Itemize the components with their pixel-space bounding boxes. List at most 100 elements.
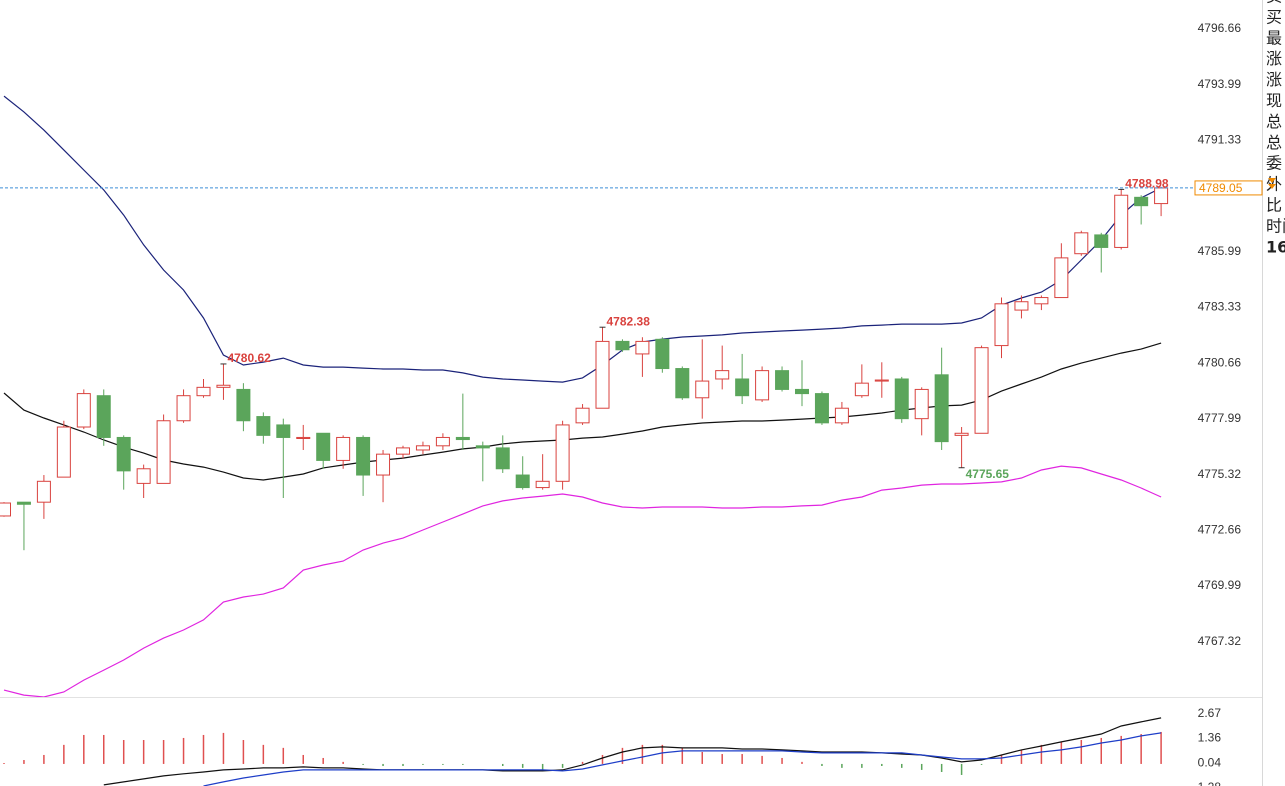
macd-bar: [821, 763, 823, 766]
band-line: [3, 342, 1162, 481]
candle-body: [575, 407, 590, 424]
macd-bar: [1120, 735, 1122, 764]
candle-body: [236, 388, 251, 422]
side-label: 现: [1266, 91, 1282, 110]
candle-body: [116, 436, 131, 472]
macd-bar: [881, 763, 883, 766]
y-tick-label: 4785.99: [1198, 244, 1242, 258]
macd-bar: [142, 740, 145, 764]
macd-bar: [641, 744, 644, 764]
high-label: 4782.38: [607, 314, 651, 328]
macd-bar: [1100, 737, 1102, 764]
macd-bar: [1020, 749, 1023, 764]
macd-bar: [282, 747, 285, 764]
macd-bar: [1080, 740, 1083, 764]
candle-body: [96, 395, 111, 438]
side-label: 涨: [1266, 49, 1282, 68]
y-tick-label: 2.67: [1198, 706, 1222, 720]
macd-bar: [661, 744, 664, 764]
macd-bar: [222, 732, 225, 764]
y-tick-label: -1.28: [1194, 780, 1222, 786]
candle-body: [555, 424, 570, 482]
candle-body: [1014, 301, 1029, 311]
macd-bar: [23, 760, 25, 764]
macd-bar: [122, 740, 125, 764]
candle-body: [1034, 297, 1049, 305]
macd-bar: [561, 763, 564, 768]
candle-body: [36, 480, 51, 503]
macd-bar: [721, 754, 723, 764]
band-line: [3, 95, 1162, 383]
macd-bar: [83, 734, 85, 764]
candle-body: [196, 386, 211, 397]
macd-bar: [841, 763, 843, 768]
candle-body: [655, 338, 670, 370]
macd-bar: [621, 747, 624, 764]
macd-bar: [861, 763, 863, 768]
y-tick-label: 4783.33: [1198, 300, 1242, 314]
macd-bar: [442, 763, 444, 765]
candle-body: [695, 380, 710, 399]
side-label: 比: [1266, 196, 1282, 215]
candle-body: [1074, 232, 1089, 255]
low-label: 4775.65: [966, 467, 1010, 481]
y-tick-label: 4780.66: [1198, 355, 1242, 369]
candle-body: [814, 393, 829, 424]
macd-bar: [801, 761, 803, 764]
candle-body: [76, 393, 91, 428]
y-tick-label: 4769.99: [1198, 578, 1242, 592]
candle-body: [216, 384, 231, 388]
candle-body: [914, 388, 929, 420]
macd-bar: [901, 763, 903, 768]
candle-body: [156, 420, 171, 484]
macd-bar: [342, 761, 344, 764]
macd-bar: [262, 744, 265, 764]
last-price-box: [1194, 180, 1263, 196]
side-label: 涨: [1266, 70, 1282, 89]
macd-bar: [1040, 744, 1043, 764]
macd-bar: [761, 755, 763, 764]
candle-body: [974, 347, 989, 434]
macd-bar: [422, 763, 424, 765]
macd-bar: [3, 763, 5, 764]
candle-body: [515, 474, 530, 489]
macd-bar: [362, 763, 364, 765]
macd-bar: [1140, 734, 1142, 764]
candle-body: [276, 424, 291, 438]
candle-body: [595, 340, 610, 409]
side-panel: 卖买最涨涨现总总委外比时间16:: [1266, 0, 1285, 256]
macd-bar: [541, 763, 544, 770]
macd-bar: [302, 754, 304, 764]
candle-body: [316, 432, 331, 461]
candle-body: [0, 502, 11, 517]
candle-body: [615, 340, 630, 351]
candle-body: [136, 468, 151, 484]
side-label: 委: [1266, 154, 1282, 173]
candle-body: [715, 370, 730, 380]
macd-bar: [402, 763, 404, 766]
side-label: 时间: [1266, 216, 1285, 235]
macd-bar: [242, 740, 245, 764]
candle-body: [994, 303, 1009, 347]
high-label: 4788.98: [1125, 177, 1169, 191]
macd-bar: [63, 744, 65, 764]
candle-body: [934, 374, 949, 443]
side-label: 买: [1266, 7, 1282, 26]
candle-body: [336, 436, 351, 461]
candle-body: [735, 378, 750, 397]
candle-body: [495, 447, 510, 470]
candle-body: [396, 447, 410, 455]
candle-body: [376, 453, 391, 476]
candle-body: [775, 370, 790, 390]
macd-bar: [1060, 741, 1063, 764]
macd-bar: [1160, 731, 1162, 764]
macd-bar: [681, 747, 684, 764]
macd-bar: [462, 763, 464, 765]
macd-bar: [601, 754, 604, 764]
macd-bar: [502, 763, 504, 766]
candle-body: [635, 340, 650, 355]
candle-body: [296, 436, 311, 439]
macd-bar: [960, 763, 963, 775]
candle-body: [894, 378, 909, 420]
y-tick-label: 4791.33: [1198, 132, 1242, 146]
